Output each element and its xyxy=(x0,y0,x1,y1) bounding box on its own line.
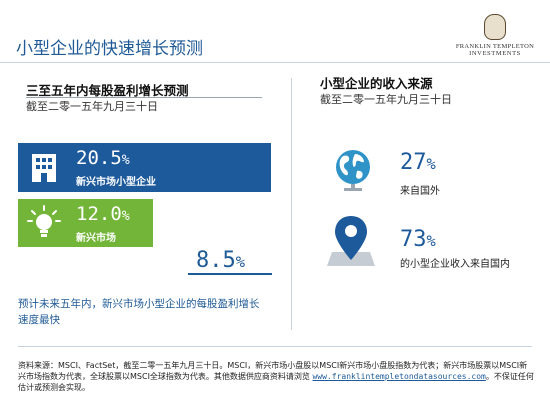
global-bar-line xyxy=(188,273,272,275)
franklin-templeton-logo: FRANKLIN TEMPLETON INVESTMENTS xyxy=(446,14,544,60)
panel-divider xyxy=(291,78,292,330)
footer-source: 资料来源：MSCI、FactSet，截至二零一五年九月三十日。MSCI，新兴市场… xyxy=(18,361,534,392)
page-title: 小型企业的快速增长预测 xyxy=(16,39,203,59)
data-sources-link[interactable]: www.franklintempletondatasources.com xyxy=(312,372,486,381)
left-subheading: 截至二零一五年九月三十日 xyxy=(26,100,158,113)
left-heading: 三至五年内每股盈利增长预测 xyxy=(26,83,189,98)
map-pin-icon xyxy=(326,214,376,272)
stat-foreign-value: 27% xyxy=(400,150,436,175)
right-heading: 小型企业的收入来源 xyxy=(320,76,433,91)
globe-icon xyxy=(330,146,376,196)
bar-em-small-cap: 20.5% 新兴市场小型企业 xyxy=(18,143,271,192)
global-value: 8.5% xyxy=(196,248,246,273)
bar-value: 20.5% xyxy=(76,147,130,169)
stat-foreign-label: 来自国外 xyxy=(400,186,440,197)
bar-value: 12.0% xyxy=(76,203,130,225)
building-icon xyxy=(28,152,60,188)
footer-divider xyxy=(18,346,532,347)
right-subheading: 截至二零一五年九月三十日 xyxy=(320,93,452,106)
bar-label: 新兴市场 xyxy=(76,233,116,244)
stat-domestic-label: 的小型企业收入来自国内 xyxy=(400,259,510,270)
left-note: 预计未来五年内，新兴市场小型企业的每股盈利增长速度最快 xyxy=(18,298,260,326)
lightbulb-icon xyxy=(27,205,61,245)
stat-domestic-value: 73% xyxy=(400,227,436,252)
header-divider xyxy=(0,62,550,63)
bar-label: 新兴市场小型企业 xyxy=(76,177,156,188)
left-heading-rule xyxy=(26,97,262,98)
medallion-icon xyxy=(484,14,506,40)
bar-em: 12.0% 新兴市场 xyxy=(18,199,153,247)
